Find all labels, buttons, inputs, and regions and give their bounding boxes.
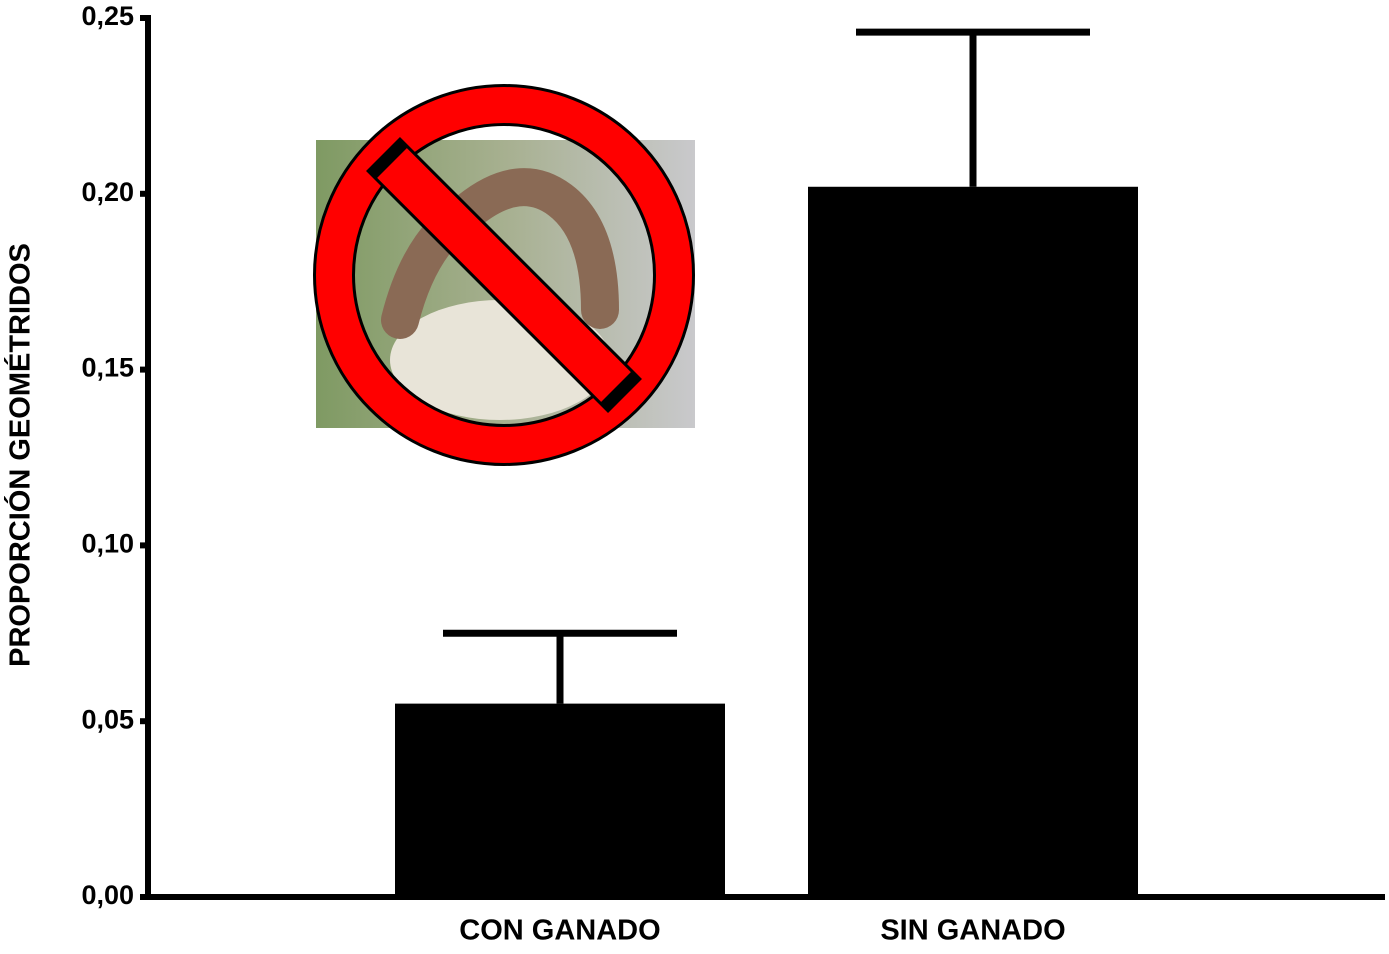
bar bbox=[395, 703, 725, 897]
prohibition-picture bbox=[313, 84, 695, 466]
bar bbox=[808, 186, 1138, 897]
y-axis-label: PROPORCIÓN GEOMÉTRIDOS bbox=[3, 243, 37, 667]
y-tick-label: 0,15 bbox=[81, 353, 134, 383]
y-tick-label: 0,25 bbox=[81, 1, 134, 31]
y-tick-label: 0,10 bbox=[81, 529, 134, 559]
y-tick-label: 0,05 bbox=[81, 704, 134, 734]
y-tick-label: 0,20 bbox=[81, 177, 134, 207]
prohibition-slash bbox=[377, 148, 631, 402]
prohibition-ring bbox=[316, 87, 692, 463]
x-tick-label: SIN GANADO bbox=[880, 915, 1065, 947]
y-tick-label: 0,00 bbox=[81, 880, 134, 910]
x-tick-label: CON GANADO bbox=[459, 915, 660, 947]
